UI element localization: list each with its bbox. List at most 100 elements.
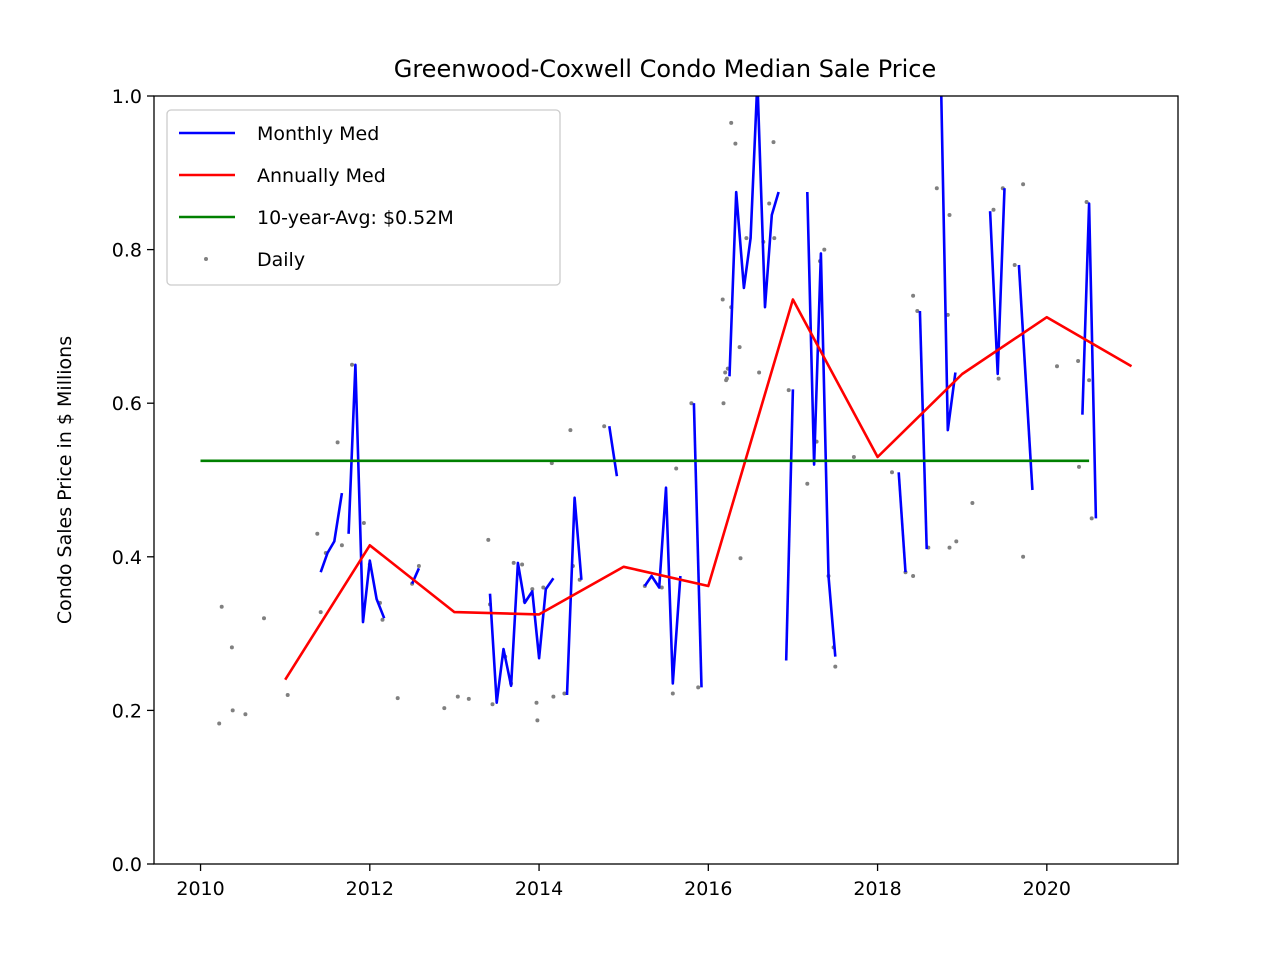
daily-point-19 (416, 564, 421, 568)
daily-point-81 (947, 213, 952, 217)
legend-annually-med-label: Annually Med (257, 165, 386, 187)
daily-point-76 (911, 574, 916, 578)
plot-content (200, 96, 1133, 726)
daily-point-59 (744, 236, 749, 241)
daily-point-57 (737, 345, 742, 350)
daily-point-45 (674, 466, 679, 471)
legend-monthly-med-label: Monthly Med (257, 123, 379, 145)
x-tick-label-2016: 2016 (684, 878, 732, 900)
daily-point-85 (970, 501, 975, 505)
legend-daily-label: Daily (257, 249, 305, 271)
daily-point-36 (551, 694, 556, 699)
x-tick-label-2010: 2010 (176, 878, 224, 900)
daily-point-47 (696, 685, 701, 690)
daily-point-78 (915, 309, 920, 313)
daily-point-74 (890, 470, 894, 475)
daily-point-63 (772, 236, 777, 241)
daily-point-84 (954, 539, 959, 544)
y-tick-label-5: 1.0 (112, 86, 142, 108)
monthly-med-segment-4 (565, 496, 583, 696)
daily-point-89 (1012, 263, 1017, 267)
y-tick-label-2: 0.4 (112, 547, 142, 569)
y-tick-label-3: 0.6 (112, 393, 142, 415)
daily-point-29 (520, 562, 525, 567)
daily-point-34 (541, 585, 546, 590)
legend-daily-marker (204, 257, 208, 261)
legend-ten-year-avg-label: 10-year-Avg: $0.52M (257, 207, 454, 229)
monthly-med-segment-8 (728, 96, 780, 377)
daily-point-21 (455, 694, 460, 699)
daily-point-50 (723, 370, 728, 375)
daily-point-97 (1089, 516, 1094, 521)
daily-point-11 (335, 440, 340, 445)
daily-point-46 (689, 401, 694, 406)
monthly-med-segment-1 (347, 363, 386, 624)
daily-point-16 (380, 617, 385, 622)
daily-point-22 (466, 696, 471, 701)
daily-point-90 (1021, 182, 1026, 187)
x-axis: 2010 2012 2014 2016 2018 2020 (176, 864, 1071, 900)
daily-point-48 (720, 297, 725, 302)
daily-point-96 (1087, 378, 1092, 383)
chart-title: Greenwood-Coxwell Condo Median Sale Pric… (394, 55, 937, 83)
daily-point-64 (771, 140, 776, 145)
daily-point-65 (786, 388, 791, 393)
monthly-med-segment-11 (897, 472, 907, 573)
monthly-med-segment-7 (692, 403, 703, 688)
daily-point-83 (947, 545, 952, 550)
daily-point-13 (361, 521, 366, 525)
monthly-med-segment-16 (1081, 202, 1098, 519)
daily-point-43 (659, 585, 664, 590)
daily-point-37 (562, 691, 567, 696)
daily-point-66 (805, 481, 810, 486)
daily-point-55 (729, 120, 734, 125)
monthly-med-segment-9 (784, 389, 795, 661)
daily-point-91 (1021, 554, 1026, 559)
legend-box (166, 109, 561, 286)
plot-frame (153, 95, 1179, 865)
daily-point-87 (996, 376, 1001, 381)
daily-point-20 (442, 706, 447, 711)
monthly-med-segment-13 (939, 96, 957, 432)
daily-point-72 (833, 664, 838, 669)
daily-point-49 (721, 401, 726, 406)
daily-point-93 (1076, 359, 1081, 363)
daily-point-52 (724, 376, 729, 381)
daily-point-38 (568, 428, 573, 433)
x-tick-label-2020: 2020 (1023, 878, 1071, 900)
daily-point-17 (395, 696, 400, 701)
daily-point-73 (851, 455, 856, 459)
daily-point-0 (217, 721, 222, 726)
x-tick-label-2018: 2018 (853, 878, 901, 900)
y-tick-label-1: 0.2 (112, 700, 142, 722)
y-axis: 0.0 0.2 0.4 0.6 0.8 1.0 (112, 86, 154, 876)
daily-point-62 (767, 201, 772, 206)
monthly-med-segment-5 (608, 426, 619, 477)
daily-point-8 (318, 610, 323, 615)
daily-point-23 (486, 537, 491, 542)
daily-point-32 (534, 700, 539, 705)
monthly-med-segment-6 (643, 486, 682, 685)
daily-point-41 (602, 424, 607, 429)
daily-point-2 (229, 645, 234, 650)
monthly-med-segment-3 (488, 561, 555, 705)
y-tick-label-0: 0.0 (112, 854, 142, 876)
daily-point-33 (535, 718, 540, 723)
daily-point-1 (219, 604, 224, 609)
y-axis-label: Condo Sales Price in $ Millions (54, 336, 76, 624)
daily-point-56 (733, 141, 738, 146)
y-tick-label-4: 0.8 (112, 240, 142, 262)
daily-point-86 (991, 207, 996, 212)
daily-point-5 (262, 616, 266, 621)
monthly-med-segment-15 (1017, 264, 1034, 491)
monthly-med-segment-0 (319, 492, 344, 573)
daily-point-92 (1055, 364, 1059, 369)
daily-point-35 (549, 461, 554, 466)
monthly-med-segment-12 (918, 310, 928, 550)
annually-med-line (284, 298, 1133, 681)
daily-point-80 (934, 186, 939, 191)
x-tick-label-2012: 2012 (346, 878, 394, 900)
daily-point-12 (350, 362, 354, 367)
legend: Monthly Med Annually Med 10-year-Avg: $0.5… (166, 109, 561, 286)
